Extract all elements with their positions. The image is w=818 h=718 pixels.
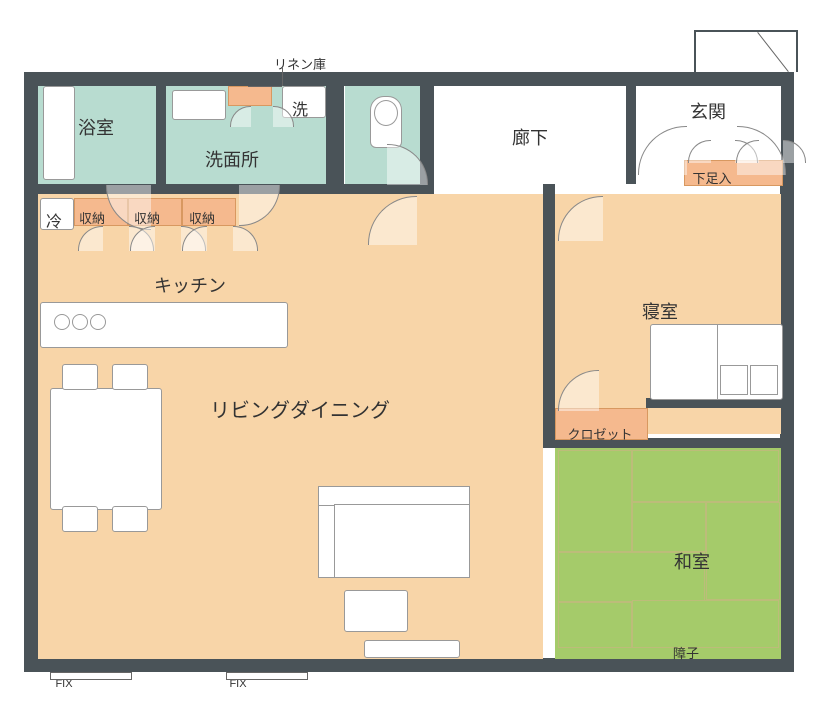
label-storage2: 収納	[134, 208, 160, 227]
label-storage1: 収納	[79, 208, 105, 227]
tatami-5	[558, 602, 632, 648]
tatami-0	[558, 450, 632, 552]
fixture-sofa	[318, 486, 468, 576]
label-bath: 浴室	[78, 114, 114, 140]
fixture-bathtub	[43, 86, 75, 180]
label-fridge: 冷	[46, 208, 62, 232]
fixture-stove	[50, 310, 110, 336]
label-closet: クロゼット	[567, 424, 632, 443]
fixture-bed	[650, 324, 783, 400]
fixture-table	[50, 388, 162, 510]
fixture-toilet-bowl	[370, 96, 402, 148]
fixture-lowtable	[344, 590, 408, 632]
label-linen: リネン庫	[274, 54, 326, 73]
fixture-sink	[172, 90, 226, 120]
tatami-3	[706, 502, 780, 600]
label-kitchen: キッチン	[154, 272, 226, 298]
label-washroom: 洗面所	[205, 146, 259, 172]
fixture-chair4	[112, 506, 148, 532]
label-shoji: 障子	[673, 643, 699, 662]
storage-linen-store	[228, 86, 272, 106]
label-bedroom: 寝室	[642, 298, 678, 324]
label-entry: 玄関	[690, 98, 726, 124]
tatami-1	[632, 450, 779, 502]
label-shoe: 下足入	[692, 168, 731, 187]
tatami-2	[632, 502, 706, 552]
tatami-6	[632, 600, 779, 648]
fixture-chair2	[112, 364, 148, 390]
fixture-chair3	[62, 506, 98, 532]
label-storage3: 収納	[189, 208, 215, 227]
door-arc	[783, 140, 806, 163]
fixture-chair1	[62, 364, 98, 390]
label-wash-machine: 洗	[292, 96, 308, 120]
label-living: リビングダイニング	[210, 394, 390, 423]
fixture-tvboard	[364, 640, 460, 658]
label-hall: 廊下	[512, 124, 548, 150]
floorplan: 浴室洗面所 廊下 玄関リビングダイニング キッチン寝室和室 リネン庫洗下足入冷クロゼット…	[0, 0, 818, 718]
label-japanese: 和室	[674, 548, 710, 574]
